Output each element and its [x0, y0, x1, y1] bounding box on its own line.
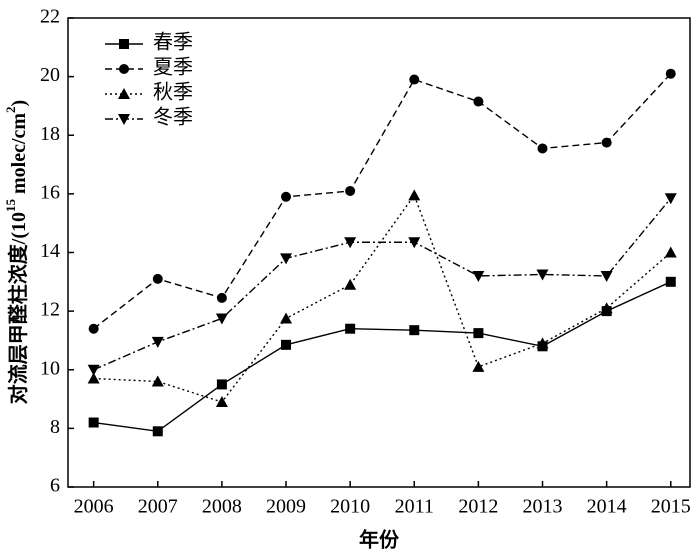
marker [281, 339, 292, 350]
x-tick-label: 2015 [651, 496, 691, 518]
marker [344, 278, 357, 290]
marker [408, 189, 421, 201]
marker [87, 364, 100, 376]
y-label-superscript: 2 [3, 106, 18, 113]
marker [215, 395, 228, 407]
y-tick-label: 10 [40, 357, 60, 379]
y-tick-label: 22 [40, 6, 60, 28]
marker [408, 237, 421, 249]
marker [409, 74, 420, 85]
x-axis-label: 年份 [359, 528, 400, 552]
y-label-part: 对流层甲醛柱浓度/(10 [6, 212, 30, 404]
marker [536, 337, 549, 349]
legend-label: 秋季 [153, 81, 193, 104]
x-tick-label: 2007 [138, 496, 178, 518]
y-label-part: ) [8, 100, 30, 107]
marker [664, 246, 677, 258]
y-tick-label: 8 [50, 416, 60, 438]
marker [345, 323, 356, 334]
x-tick-label: 2011 [395, 496, 434, 518]
marker [473, 328, 484, 339]
y-tick-label: 6 [50, 475, 60, 497]
x-tick-label: 2014 [587, 496, 627, 518]
legend-marker [119, 39, 129, 49]
x-tick-label: 2008 [202, 496, 242, 518]
x-tick-label: 2013 [523, 496, 563, 518]
y-tick-label: 14 [40, 240, 60, 262]
marker [151, 375, 164, 387]
marker [665, 68, 676, 79]
x-tick-label: 2012 [458, 496, 498, 518]
marker [473, 96, 484, 107]
marker [600, 270, 613, 282]
marker [472, 360, 485, 372]
marker [345, 185, 356, 196]
legend-marker [118, 88, 130, 99]
y-tick-label: 20 [40, 64, 60, 86]
y-axis-label: 对流层甲醛柱浓度/(1015 molec/cm2) [3, 100, 29, 404]
series-line [93, 73, 672, 330]
x-tick-label: 2006 [74, 496, 114, 518]
marker [87, 372, 100, 384]
series-line [93, 197, 672, 371]
marker [281, 191, 292, 202]
series-line [93, 193, 672, 403]
legend-label: 夏季 [153, 56, 193, 79]
x-tick-label: 2009 [266, 496, 306, 518]
y-tick-label: 16 [40, 181, 60, 203]
marker [280, 312, 293, 324]
marker [536, 269, 549, 281]
marker [600, 302, 613, 314]
marker [152, 426, 163, 437]
y-tick-label: 12 [40, 299, 60, 321]
marker [151, 336, 164, 348]
marker [280, 253, 293, 265]
marker [537, 143, 548, 154]
marker [88, 417, 99, 428]
legend-label: 春季 [153, 31, 193, 54]
legend-marker [119, 64, 129, 74]
y-label-part: molec/cm [8, 113, 30, 199]
marker [472, 270, 485, 282]
y-label-superscript: 15 [3, 199, 18, 213]
legend-label: 冬季 [153, 106, 193, 129]
marker [152, 273, 163, 284]
series-line [93, 281, 672, 433]
marker [216, 379, 227, 390]
marker [344, 237, 357, 249]
legend-marker [118, 114, 130, 125]
x-tick-label: 2010 [330, 496, 370, 518]
marker [601, 137, 612, 148]
marker [409, 325, 420, 336]
marker [215, 313, 228, 325]
marker [88, 323, 99, 334]
marker [216, 292, 227, 303]
marker [664, 193, 677, 205]
y-tick-label: 18 [40, 123, 60, 145]
marker [665, 276, 676, 287]
